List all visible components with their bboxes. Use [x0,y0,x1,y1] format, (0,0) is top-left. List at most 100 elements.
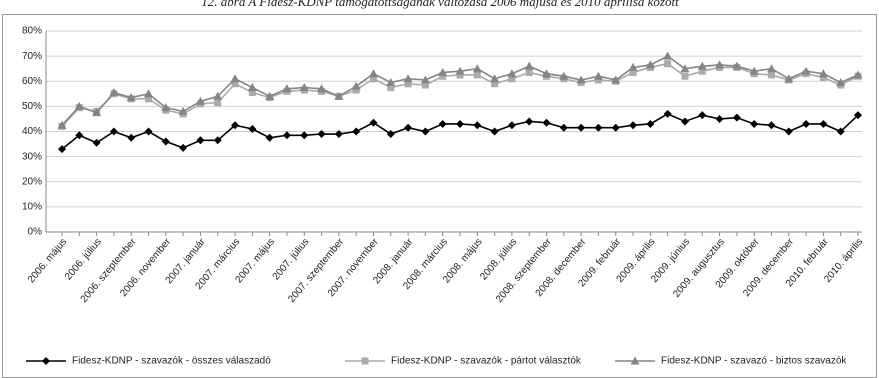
marker [456,119,464,128]
marker [230,74,240,83]
marker [368,69,378,78]
y-tick-label: 70% [22,51,42,62]
marker [334,130,343,139]
marker [508,75,516,83]
marker [680,117,689,126]
marker [75,131,84,140]
marker [732,113,741,122]
marker [42,357,50,365]
marker [542,69,552,78]
marker [92,108,102,117]
marker [818,69,828,78]
marker [819,73,827,81]
y-tick-label: 30% [22,151,42,162]
marker [127,133,136,142]
marker [629,68,637,76]
marker [766,64,776,73]
marker [801,66,811,75]
marker [247,83,257,92]
marker [109,127,118,136]
marker [404,123,413,132]
marker [231,121,240,130]
marker [594,76,602,84]
marker [455,66,465,75]
marker [386,130,395,139]
marker [57,120,67,129]
marker [334,91,344,100]
marker [299,83,309,92]
marker [300,131,309,140]
marker [593,71,603,80]
marker [282,84,292,93]
marker [472,64,482,73]
marker [248,124,257,133]
marker [403,74,413,83]
marker [214,99,222,107]
y-tick-label: 80% [22,26,42,37]
marker [439,72,447,80]
marker [361,357,369,365]
y-tick-label: 40% [22,126,42,137]
marker [145,95,153,103]
marker [265,133,274,142]
marker [195,96,205,105]
marker [352,86,360,94]
marker [663,109,672,118]
marker [161,137,170,146]
marker [698,111,707,120]
marker [473,71,481,79]
marker [456,71,464,79]
y-tick-label: 20% [22,176,42,187]
marker [559,123,568,132]
marker [525,68,533,76]
marker [507,121,516,130]
marker [542,118,551,127]
marker [352,127,361,136]
marker [767,71,775,79]
marker [404,80,412,88]
marker [698,67,706,75]
marker [74,101,84,110]
marker [387,84,395,92]
marker [577,123,586,132]
y-tick-label: 10% [22,202,42,213]
marker [179,143,188,152]
marker [317,84,327,93]
y-tick-label: 60% [22,76,42,87]
legend-label: Fidesz-KDNP - szavazók - összes válaszad… [72,356,271,367]
marker [386,78,396,87]
x-tick-label: 2006. május [26,237,69,286]
marker [438,119,447,128]
marker [369,118,378,127]
marker [317,130,326,139]
marker [630,356,640,365]
marker [524,61,534,70]
marker [784,74,794,83]
marker [611,123,620,132]
marker [836,127,845,136]
marker [594,123,603,132]
marker [473,121,482,130]
marker [715,114,724,123]
marker [854,111,862,120]
marker [92,138,101,147]
marker [421,81,429,89]
marker [715,60,725,69]
marker [213,136,222,145]
marker [438,67,448,76]
marker [126,93,136,102]
marker [749,66,759,75]
marker [213,91,223,100]
marker [420,75,430,84]
marker [144,127,153,136]
marker [802,119,811,128]
legend-label: Fidesz-KDNP - szavazók - pártot választó… [391,356,582,367]
marker [248,89,256,97]
marker [490,74,500,83]
marker [664,60,672,68]
marker [144,89,154,98]
marker [732,61,742,70]
marker [161,103,171,112]
marker [58,145,66,154]
